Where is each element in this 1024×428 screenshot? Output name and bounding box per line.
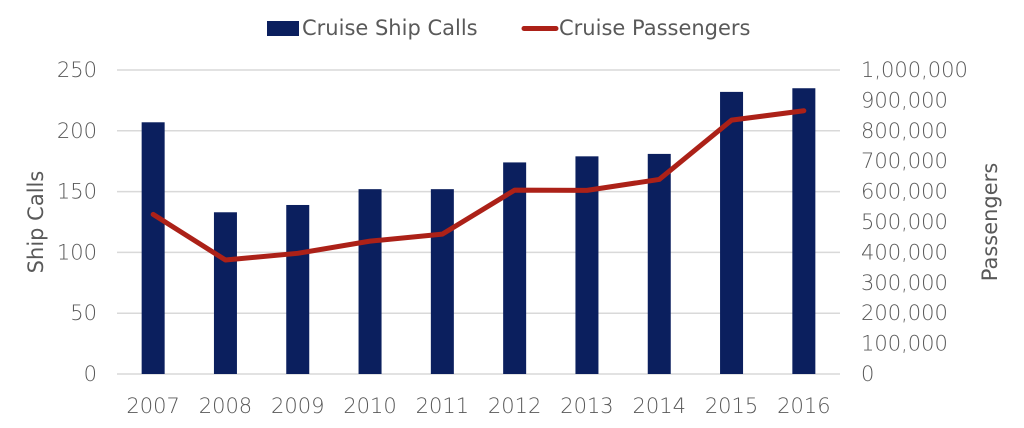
y2-tick-label: 700,000 (861, 149, 948, 173)
y-tick-label: 100 (57, 240, 97, 264)
x-tick-label: 2016 (777, 394, 830, 418)
y2-tick-label: 500,000 (861, 210, 948, 234)
x-tick-label: 2010 (343, 394, 396, 418)
line-series-passengers (150, 108, 807, 263)
y2-tick-label: 0 (861, 362, 874, 386)
gridlines (117, 69, 840, 375)
y-tick-label: 250 (57, 58, 97, 82)
y-tick-label: 200 (57, 119, 97, 143)
x-tick-label: 2012 (488, 394, 541, 418)
bar (792, 88, 816, 375)
y2-tick-label: 600,000 (861, 180, 948, 204)
bar (358, 189, 382, 374)
y2-tick-label: 300,000 (861, 271, 948, 295)
y2-tick-label: 1,000,000 (861, 58, 968, 82)
y-tick-label: 150 (57, 180, 97, 204)
bar (430, 189, 454, 374)
y-tick-label: 50 (70, 301, 97, 325)
bar (141, 122, 165, 375)
bar (286, 204, 310, 374)
y-axis-left-title: Ship Calls (24, 171, 48, 274)
y2-tick-label: 400,000 (861, 240, 948, 264)
y-axis-right-ticks: 0 100,000 200,000 300,000 400,000 500,000 600,… (861, 58, 968, 386)
x-tick-label: 2013 (560, 394, 613, 418)
x-axis-ticks: 2007 2008 2009 2010 2011 2012 2013 2014 2015 2016 (126, 394, 830, 418)
x-tick-label: 2008 (199, 394, 252, 418)
bar-series-ship-calls (141, 88, 816, 375)
line-path (150, 108, 807, 263)
y2-tick-label: 100,000 (861, 332, 948, 356)
y-tick-label: 0 (84, 362, 97, 386)
y-axis-right-title: Passengers (978, 163, 1002, 282)
legend-label-ship-calls: Cruise Ship Calls (302, 16, 478, 40)
y2-tick-label: 900,000 (861, 88, 948, 112)
bar (213, 212, 237, 374)
legend-label-passengers: Cruise Passengers (559, 16, 751, 40)
bar (720, 91, 744, 374)
x-tick-label: 2014 (633, 394, 686, 418)
x-tick-label: 2007 (126, 394, 179, 418)
y2-tick-label: 800,000 (861, 119, 948, 143)
bar (575, 156, 599, 374)
x-tick-label: 2009 (271, 394, 324, 418)
bar (503, 162, 527, 374)
x-tick-label: 2011 (416, 394, 469, 418)
y-axis-left-ticks: 0 50 100 150 200 250 (57, 58, 97, 386)
bar (647, 153, 671, 374)
legend: Cruise Ship Calls Cruise Passengers (267, 16, 751, 40)
legend-swatch-ship-calls (267, 21, 299, 36)
y2-tick-label: 200,000 (861, 301, 948, 325)
x-tick-label: 2015 (705, 394, 758, 418)
